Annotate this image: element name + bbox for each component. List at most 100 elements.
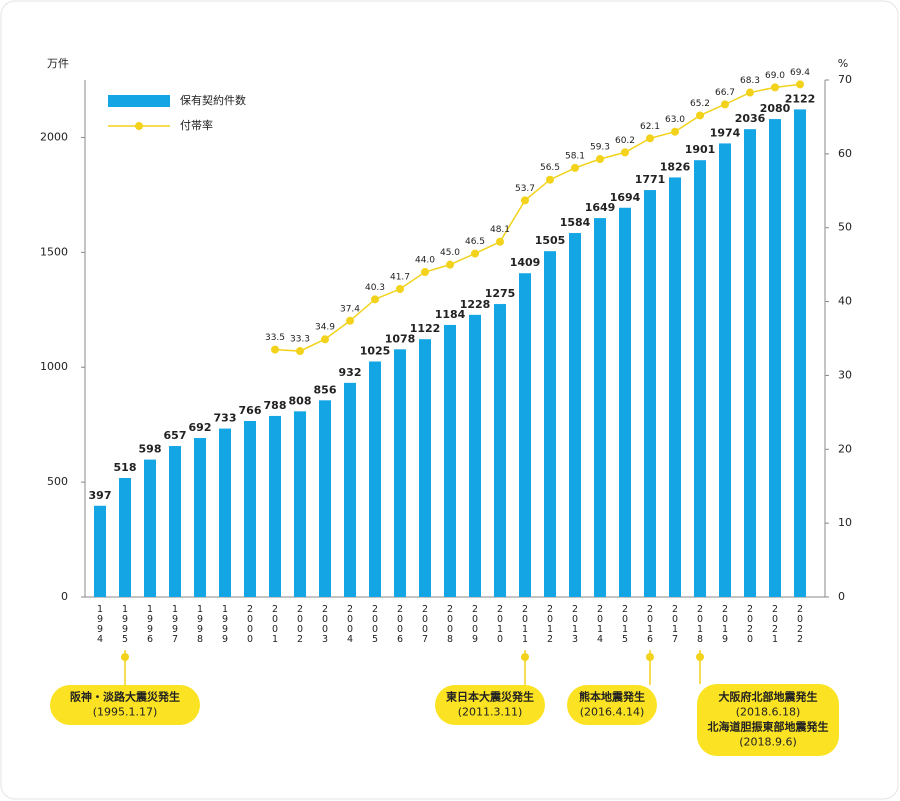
bar [319, 400, 331, 597]
line-point [371, 295, 379, 304]
line-value-label: 63.0 [665, 115, 685, 125]
bar [94, 505, 106, 597]
bar-value-label: 856 [314, 383, 337, 396]
bar [519, 273, 531, 597]
line-point [621, 148, 629, 157]
y-tick-label: 0 [61, 590, 68, 603]
annotation-text: (2018.9.6) [739, 736, 797, 749]
bar-value-label: 692 [189, 421, 212, 434]
x-tick-label: 1995 [120, 604, 131, 644]
x-tick-label: 2020 [745, 604, 756, 644]
line-value-label: 41.7 [390, 273, 410, 283]
line-point [346, 316, 354, 325]
line-point [296, 347, 304, 356]
x-tick-label: 2017 [670, 604, 681, 644]
bar-value-label: 2080 [760, 102, 791, 115]
line-value-label: 62.1 [640, 122, 660, 132]
bar-value-label: 397 [89, 489, 112, 502]
line-point [746, 88, 754, 97]
bar-value-label: 932 [339, 366, 362, 379]
bar [169, 446, 181, 597]
x-tick-label: 2001 [270, 604, 281, 644]
y2-axis-label: % [838, 57, 848, 70]
annotation-text: (1995.1.17) [93, 706, 158, 719]
bar [794, 109, 806, 597]
bar [194, 437, 206, 597]
x-tick-label: 2022 [795, 604, 806, 644]
line-value-label: 69.0 [765, 71, 785, 81]
line-value-label: 58.1 [565, 151, 585, 161]
line-point [671, 127, 679, 136]
line-value-label: 66.7 [715, 88, 735, 98]
bar [469, 314, 481, 597]
x-tick-label: 2019 [720, 604, 731, 644]
annotation-text: (2011.3.11) [458, 706, 523, 719]
x-tick-label: 1996 [145, 604, 156, 644]
line-point [646, 134, 654, 143]
bar-value-label: 766 [239, 404, 262, 417]
y2-tick-label: 40 [838, 295, 852, 308]
bar [594, 218, 606, 598]
y-tick-label: 500 [47, 475, 68, 488]
bar [544, 251, 556, 597]
bar [694, 160, 706, 597]
x-tick-label: 2015 [620, 604, 631, 644]
y2-tick-label: 30 [838, 368, 852, 381]
y2-tick-label: 20 [838, 442, 852, 455]
x-tick-label: 1999 [220, 604, 231, 644]
bar [119, 477, 131, 597]
line-point [496, 237, 504, 246]
legend-swatch-point [135, 122, 143, 130]
bar-value-label: 808 [289, 394, 312, 407]
line-point [421, 268, 429, 277]
line-value-label: 69.4 [790, 68, 810, 78]
annotation-text: (2016.4.14) [580, 706, 645, 719]
bar-value-label: 1826 [660, 160, 691, 173]
y2-tick-label: 50 [838, 221, 852, 234]
bar [144, 459, 156, 597]
y-axis-label: 万件 [47, 57, 69, 70]
x-tick-label: 1998 [195, 604, 206, 644]
x-tick-label: 2010 [495, 604, 506, 644]
bar [244, 420, 256, 597]
bar-value-label: 518 [114, 461, 137, 474]
line-point [546, 175, 554, 184]
bar-value-label: 1122 [410, 322, 441, 335]
bar-value-label: 2036 [735, 112, 766, 125]
x-tick-label: 1994 [95, 604, 106, 644]
bar-value-label: 1505 [535, 234, 566, 247]
x-tick-label: 1997 [170, 604, 181, 644]
bar-value-label: 1771 [635, 173, 666, 186]
bar-value-label: 1694 [610, 191, 641, 204]
bar-value-label: 1228 [460, 298, 491, 311]
bar-value-label: 1025 [360, 344, 391, 357]
line-point [696, 111, 704, 120]
line-point [721, 100, 729, 109]
bar [419, 339, 431, 597]
bar-value-label: 598 [139, 443, 162, 456]
line [274, 83, 801, 352]
bar-value-label: 733 [214, 412, 237, 425]
line-point [471, 249, 479, 258]
bar [269, 415, 281, 597]
annotation-box [567, 685, 657, 725]
x-tick-label: 2007 [420, 604, 431, 644]
y-tick-label: 2000 [40, 130, 68, 143]
bar-value-label: 788 [264, 399, 287, 412]
line-value-label: 56.5 [540, 163, 560, 173]
annotation-text: 北海道胆振東部地震発生 [708, 720, 829, 734]
x-tick-label: 2003 [320, 604, 331, 644]
line-value-label: 45.0 [440, 248, 460, 258]
annotation-text: 東日本大震災発生 [446, 690, 534, 704]
x-tick-label: 2005 [370, 604, 381, 644]
legend-label: 付帯率 [180, 118, 213, 132]
y2-tick-label: 70 [838, 73, 852, 86]
line-value-label: 60.2 [615, 136, 635, 146]
x-tick-label: 2018 [695, 604, 706, 644]
x-tick-label: 2016 [645, 604, 656, 644]
bar-value-label: 1974 [710, 126, 741, 139]
bar [219, 428, 231, 597]
legend-label: 保有契約件数 [180, 93, 246, 107]
annotation-text: 阪神・淡路大震災発生 [70, 690, 180, 704]
